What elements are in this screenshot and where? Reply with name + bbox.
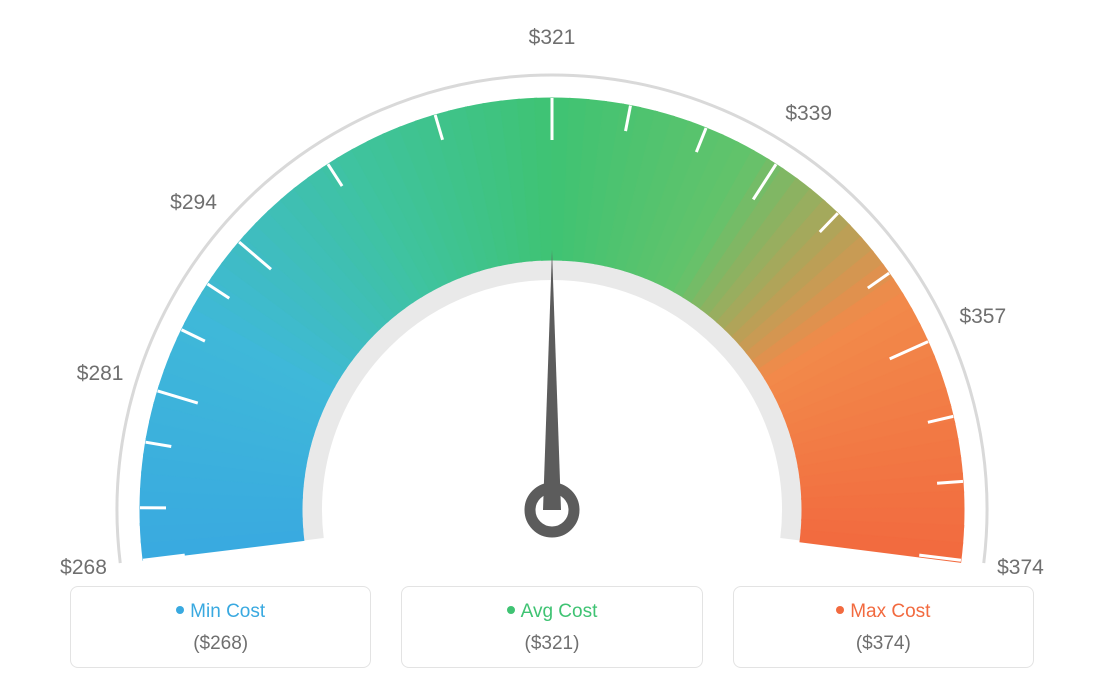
tick-label: $294: [170, 191, 217, 215]
tick-label: $281: [77, 362, 124, 386]
minor-tick: [937, 481, 963, 483]
cost-gauge-container: $268 $281 $294 $321 $339 $357 $374 Min Cost ($2…: [0, 0, 1104, 690]
legend-title: Max Cost: [744, 601, 1023, 623]
avg-cost-card: Avg Cost ($321): [401, 586, 702, 668]
tick-label: $268: [60, 556, 107, 580]
gauge-chart: $268 $281 $294 $321 $339 $357 $374: [0, 0, 1104, 590]
legend-row: Min Cost ($268) Avg Cost ($321) Max Cost ($37…: [70, 586, 1034, 668]
min-cost-card: Min Cost ($268): [70, 586, 371, 668]
legend-title-text: Min Cost: [190, 601, 265, 622]
legend-value: ($321): [412, 633, 691, 655]
legend-title-text: Avg Cost: [521, 601, 598, 622]
needle: [543, 250, 561, 510]
legend-dot: [176, 606, 184, 614]
legend-title-text: Max Cost: [850, 601, 930, 622]
legend-value: ($268): [81, 633, 360, 655]
legend-dot: [507, 606, 515, 614]
legend-value: ($374): [744, 633, 1023, 655]
max-cost-card: Max Cost ($374): [733, 586, 1034, 668]
gauge-svg: [0, 0, 1104, 590]
legend-dot: [836, 606, 844, 614]
tick-label: $357: [959, 305, 1006, 329]
tick-label: $321: [529, 26, 576, 50]
tick-label: $339: [785, 102, 832, 126]
legend-title: Min Cost: [81, 601, 360, 623]
tick-label: $374: [997, 556, 1044, 580]
legend-title: Avg Cost: [412, 601, 691, 623]
